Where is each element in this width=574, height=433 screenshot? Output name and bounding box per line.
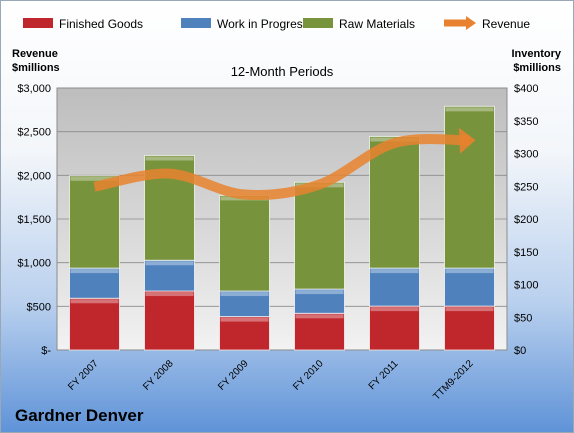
bar-segment: [294, 312, 345, 351]
y-right-tick-label: $150: [514, 247, 538, 259]
y-left-tick-label: $2,500: [17, 127, 51, 139]
x-tick-label: FY 2008: [141, 358, 176, 393]
bar-highlight: [70, 269, 119, 274]
y-right-tick-label: $200: [514, 214, 538, 226]
bar-highlight: [145, 292, 194, 297]
bar-segment: [69, 297, 120, 351]
bar-highlight: [445, 269, 494, 274]
x-tick-label: TTM9-2012: [431, 358, 476, 403]
y-right-tick-label: $250: [514, 181, 538, 193]
bar-highlight: [145, 156, 194, 161]
y-left-tick-label: $-: [41, 345, 51, 357]
y-right-axis-title: Inventory: [511, 48, 561, 60]
bar-highlight: [445, 307, 494, 312]
legend-label: Raw Materials: [339, 17, 415, 31]
legend-label: Finished Goods: [59, 17, 143, 31]
bar-segment: [444, 267, 495, 307]
bar-highlight: [370, 269, 419, 274]
y-right-tick-label: $0: [514, 345, 526, 357]
y-left-tick-label: $1,500: [17, 214, 51, 226]
bar-segment: [444, 305, 495, 351]
y-left-axis-title: Revenue: [12, 48, 58, 60]
legend-swatch: [303, 18, 333, 28]
legend-swatch-arrow: [466, 16, 476, 30]
bar-segment: [69, 267, 120, 299]
bar-highlight: [220, 292, 269, 297]
legend-swatch: [23, 18, 53, 28]
legend-label: Work in Progress: [217, 17, 309, 31]
bar-segment: [444, 105, 495, 269]
bar-segment: [294, 181, 345, 290]
y-right-tick-label: $350: [514, 116, 538, 128]
bar-highlight: [295, 314, 344, 319]
bar-segment: [144, 290, 195, 351]
revenue-arrowhead: [459, 127, 476, 154]
y-left-tick-label: $1,000: [17, 258, 51, 270]
x-tick-label: FY 2007: [66, 358, 101, 393]
y-left-tick-label: $3,000: [17, 83, 51, 95]
y-right-tick-label: $50: [514, 312, 532, 324]
bar-segment: [369, 267, 420, 307]
x-tick-label: FY 2010: [291, 358, 326, 393]
legend-swatch: [181, 18, 211, 28]
bar-segment: [219, 316, 270, 351]
legend-label: Revenue: [482, 17, 530, 31]
revenue-line: [93, 134, 470, 201]
y-right-tick-label: $400: [514, 83, 538, 95]
company-name: Gardner Denver: [15, 406, 144, 425]
bar-segment: [69, 175, 120, 269]
y-right-tick-label: $100: [514, 280, 538, 292]
x-tick-label: FY 2011: [367, 358, 401, 392]
y-left-tick-label: $2,000: [17, 170, 51, 182]
y-right-axis-title: $millions: [513, 62, 561, 74]
bar-highlight: [145, 261, 194, 266]
bar-segment: [369, 135, 420, 269]
bar-highlight: [70, 176, 119, 181]
bar-segment: [294, 288, 345, 314]
chart-title: 12-Month Periods: [231, 64, 334, 79]
bar-highlight: [445, 107, 494, 112]
bar-segment: [369, 305, 420, 351]
y-left-tick-label: $500: [27, 301, 51, 313]
bar-highlight: [370, 307, 419, 312]
y-left-axis-title: $millions: [12, 62, 60, 74]
y-right-tick-label: $300: [514, 149, 538, 161]
x-tick-label: FY 2009: [216, 358, 251, 393]
bar-highlight: [295, 290, 344, 295]
bar-highlight: [70, 299, 119, 304]
bar-segment: [219, 290, 270, 318]
bar-highlight: [220, 317, 269, 322]
bar-segment: [219, 194, 270, 292]
bar-segment: [144, 259, 195, 292]
